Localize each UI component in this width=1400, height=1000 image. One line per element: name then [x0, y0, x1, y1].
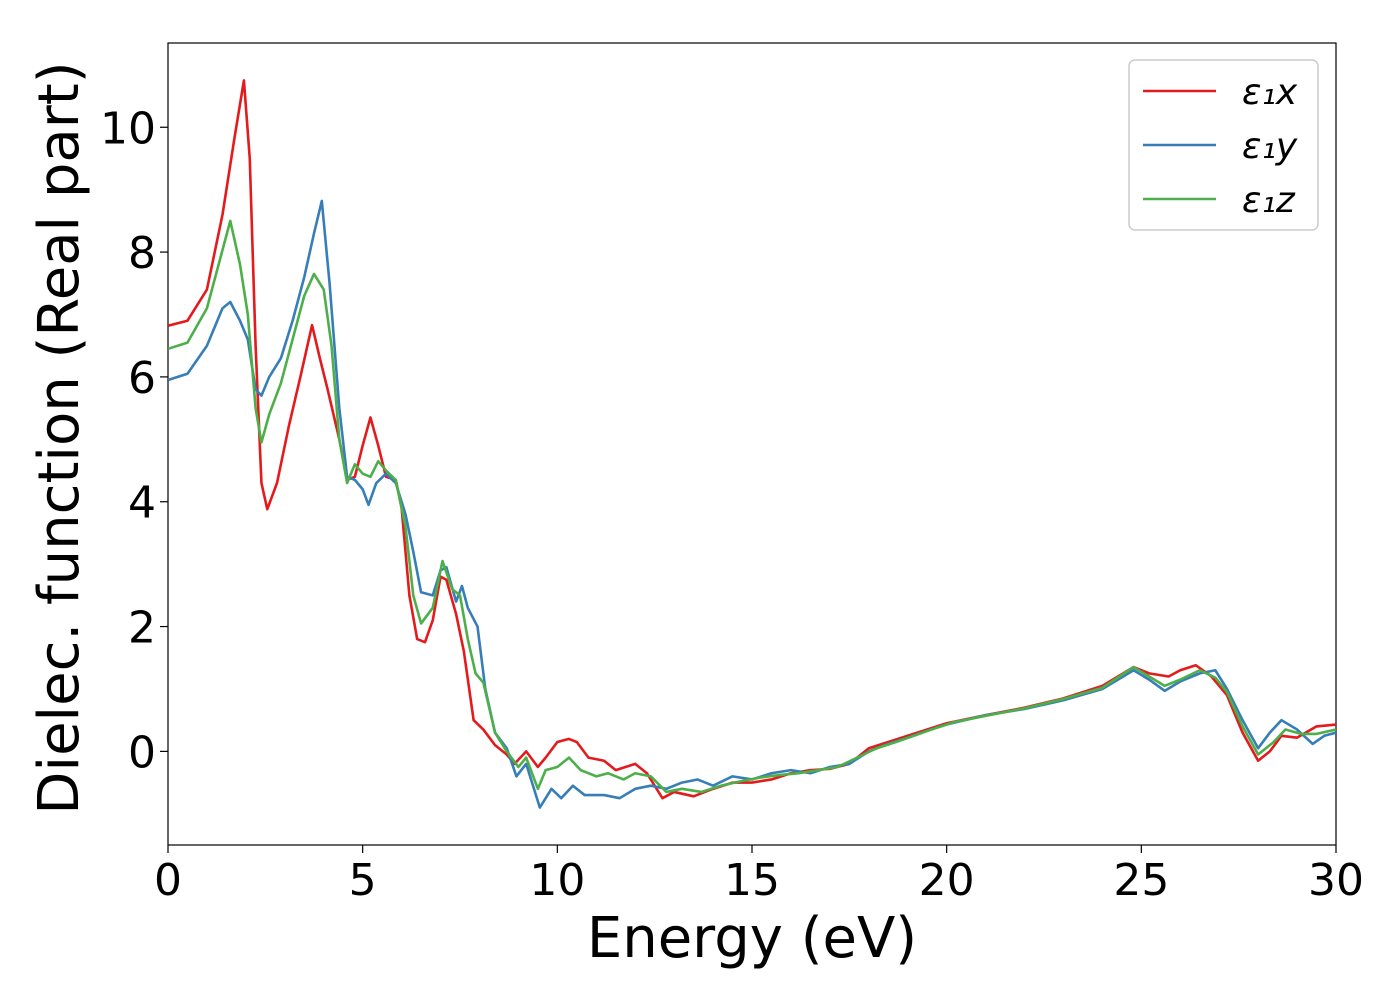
legend: ε₁x ε₁y ε₁z — [1128, 59, 1319, 231]
x-tick-label: 30 — [1308, 855, 1364, 906]
legend-label-3: ε₁z — [1242, 180, 1296, 221]
y-tick-label: 10 — [100, 103, 156, 154]
legend-box — [1128, 59, 1319, 231]
series-line-3 — [168, 219, 1336, 794]
legend-label-2: ε₁y — [1242, 126, 1298, 167]
legend-label-1: ε₁x — [1242, 72, 1298, 113]
plot-area — [168, 79, 1336, 809]
series-line-2 — [168, 199, 1336, 809]
y-tick-label: 4 — [128, 478, 156, 529]
y-tick-label: 8 — [128, 228, 156, 279]
y-tick-label: 0 — [128, 727, 156, 778]
x-tick-label: 5 — [349, 855, 377, 906]
x-tick-label: 20 — [919, 855, 975, 906]
x-tick-label: 10 — [529, 855, 585, 906]
y-axis-label: Dielec. function (Real part) — [27, 61, 92, 814]
x-tick-label: 15 — [724, 855, 780, 906]
y-tick-label: 6 — [128, 353, 156, 404]
x-tick-label: 25 — [1113, 855, 1169, 906]
x-tick-label: 0 — [154, 855, 182, 906]
y-tick-label: 2 — [128, 603, 156, 654]
x-axis-label: Energy (eV) — [587, 906, 917, 971]
